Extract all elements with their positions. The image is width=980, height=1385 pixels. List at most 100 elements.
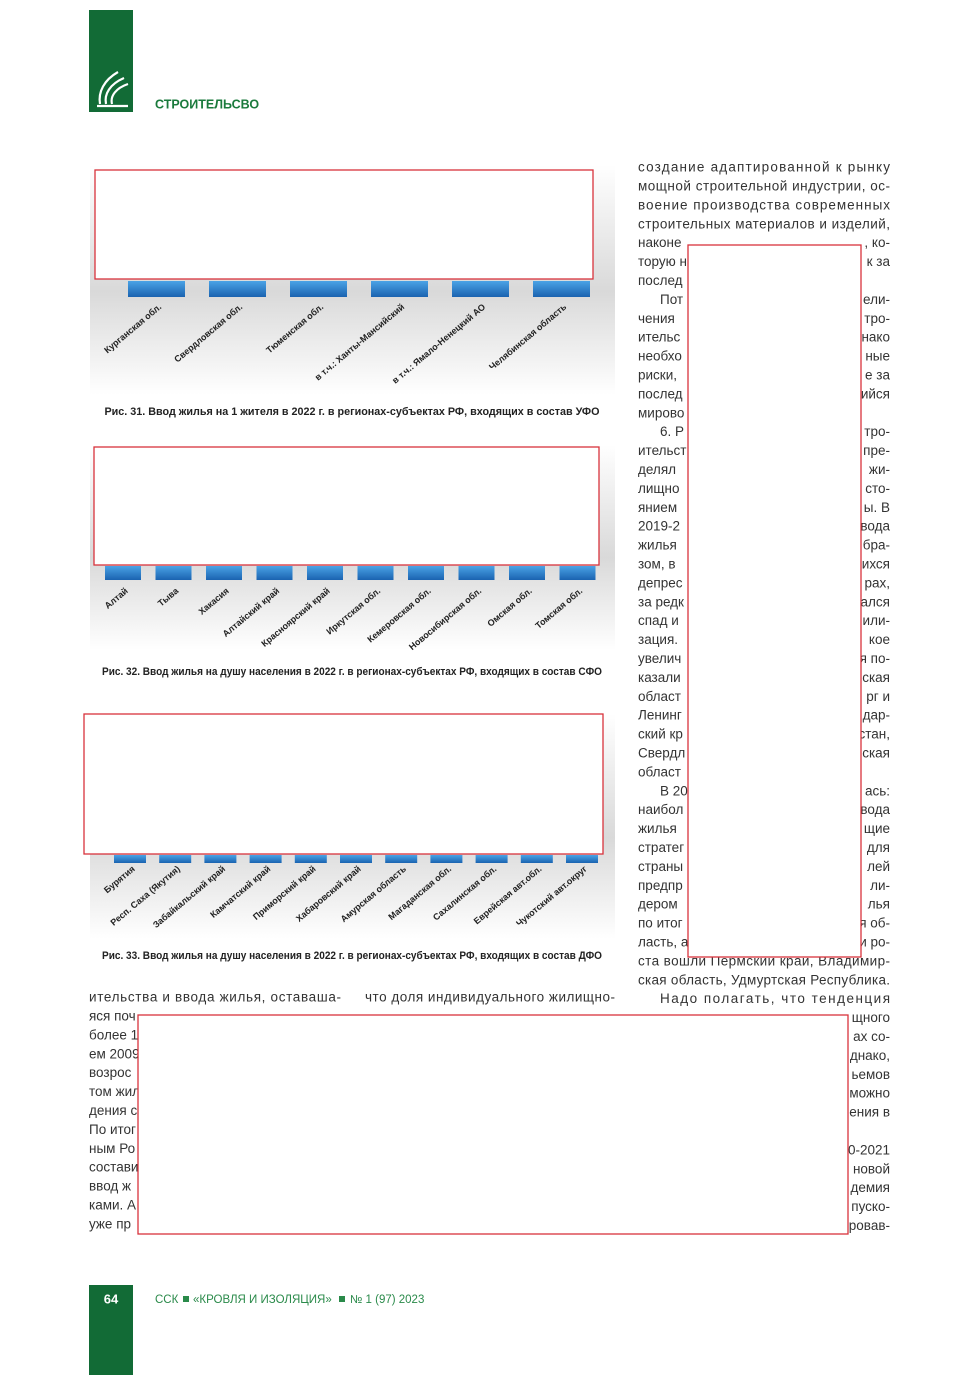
bar: [509, 566, 545, 580]
text-fragment: риски,: [638, 367, 677, 382]
bar: [357, 566, 394, 580]
section-title: СТРОИТЕЛЬСВО: [155, 97, 259, 111]
bar: [256, 566, 293, 580]
text-fragment: казали: [638, 670, 681, 685]
text-line: ками. А: [89, 1197, 136, 1212]
bar: [385, 855, 418, 863]
text-fragment: ский кр: [638, 727, 683, 742]
text-fragment: пре-: [863, 443, 890, 458]
redaction-box: [83, 713, 604, 855]
text-fragment: ийся: [861, 386, 890, 401]
footer-issue: № 1 (97) 2023: [350, 1294, 424, 1306]
page-number: 64: [104, 1291, 119, 1306]
bar: [128, 281, 185, 297]
text-line: более 1: [89, 1027, 138, 1042]
footer-publisher: ССК: [155, 1294, 179, 1306]
text-fragment: к за: [867, 254, 891, 269]
text-fragment: за редк: [638, 594, 684, 609]
text-fragment: и ро-: [859, 934, 890, 949]
text-fragment: мирово: [638, 405, 684, 420]
text-fragment: ался: [861, 594, 890, 609]
text-fragment: Пот: [660, 292, 683, 307]
bar: [294, 855, 327, 863]
text-fragment: ихся: [862, 556, 890, 571]
text-fragment: тро-: [864, 311, 890, 326]
text-line: дения с: [89, 1103, 137, 1118]
text-fragment: ах со-: [853, 1029, 890, 1044]
text-fragment: жилья: [638, 538, 677, 553]
text-line: ская область, Удмуртская Республика.: [638, 972, 890, 987]
redaction-box: [137, 1014, 849, 1235]
logo: [97, 71, 129, 108]
text-fragment: я об-: [859, 916, 890, 931]
bar: [290, 281, 347, 297]
footer-square: [183, 1296, 189, 1302]
text-fragment: послед: [638, 386, 683, 401]
bar: [566, 855, 598, 863]
text-fragment: кое: [869, 632, 890, 647]
text-fragment: депрес: [638, 575, 683, 590]
text-fragment: ительст: [638, 443, 686, 458]
text-fragment: рах,: [864, 575, 890, 590]
text-fragment: стан,: [859, 727, 891, 742]
text-line: уже пр: [89, 1216, 131, 1231]
bar: [204, 855, 237, 863]
figure-caption: Рис. 32. Ввод жилья на душу населения в …: [102, 666, 602, 678]
text-fragment: Свердл: [638, 745, 685, 760]
bar: [159, 855, 192, 863]
text-fragment: делял: [638, 462, 676, 477]
text-fragment: или-: [863, 613, 890, 628]
text-fragment: ская: [862, 670, 890, 685]
text-fragment: спад и: [638, 613, 679, 628]
text-fragment: дар-: [863, 708, 890, 723]
text-fragment: ли-: [870, 878, 890, 893]
bar: [105, 566, 141, 580]
text-fragment: лья: [868, 897, 890, 912]
text-fragment: 2019-2: [638, 519, 680, 534]
text-fragment: стратег: [638, 840, 684, 855]
text-line: Надо полагать, что тенденция: [660, 991, 890, 1006]
text-fragment: ьемов: [851, 1067, 890, 1082]
text-fragment: ели-: [863, 292, 890, 307]
text-fragment: зом, в: [638, 556, 676, 571]
text-line: состави: [89, 1160, 138, 1175]
text-fragment: 0-2021: [848, 1142, 890, 1157]
text-fragment: для: [867, 840, 890, 855]
figure-caption: Рис. 31. Ввод жилья на 1 жителя в 2022 г…: [105, 406, 600, 418]
figure-caption: Рис. 33. Ввод жилья на душу населения в …: [102, 950, 602, 962]
bar: [452, 281, 509, 297]
text-fragment: чения: [638, 311, 675, 326]
text-fragment: дером: [638, 897, 678, 912]
text-fragment: янием: [638, 500, 677, 515]
bar: [533, 281, 590, 297]
text-fragment: ская: [862, 745, 890, 760]
text-fragment: щного: [852, 1010, 890, 1025]
text-line: строительных материалов и изделий,: [638, 216, 890, 231]
text-line: создание адаптированной к рынку: [638, 160, 890, 175]
text-fragment: страны: [638, 859, 683, 874]
text-fragment: тро-: [864, 424, 890, 439]
text-fragment: сто-: [865, 481, 890, 496]
text-line: возрос: [89, 1065, 132, 1080]
text-fragment: вода: [860, 519, 890, 534]
footer-square: [339, 1296, 345, 1302]
text-fragment: Ленинг: [638, 708, 682, 723]
text-line: воение производства современных: [638, 197, 890, 212]
bar: [340, 855, 372, 863]
bar: [458, 566, 495, 580]
text-line: что доля индивидуального жилищно-: [365, 990, 615, 1005]
text-fragment: ась:: [865, 783, 890, 798]
footer-journal: «КРОВЛЯ И ИЗОЛЯЦИЯ»: [193, 1294, 332, 1306]
bar: [520, 855, 553, 863]
text-fragment: област: [638, 764, 681, 779]
text-fragment: област: [638, 689, 681, 704]
text-line: мощной строительной индустрии, ос-: [638, 178, 890, 193]
bar: [559, 566, 596, 580]
text-fragment: жилья: [638, 821, 677, 836]
footer-bar: [89, 1285, 133, 1375]
text-fragment: жи-: [869, 462, 890, 477]
text-line: ным Ро: [89, 1141, 135, 1156]
text-fragment: я по-: [860, 651, 890, 666]
text-fragment: ные: [865, 349, 890, 364]
